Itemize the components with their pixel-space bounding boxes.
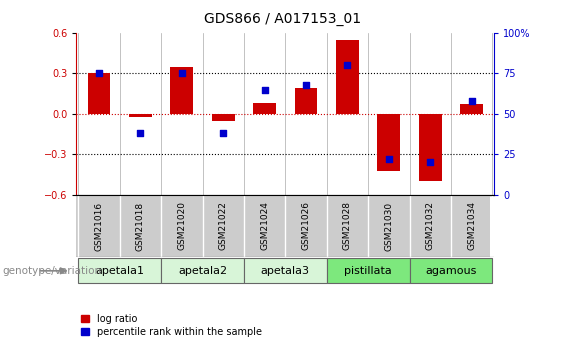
Text: agamous: agamous bbox=[425, 266, 477, 276]
Point bbox=[136, 130, 145, 136]
Text: GSM21032: GSM21032 bbox=[425, 201, 434, 250]
Bar bbox=[129, 114, 152, 117]
Bar bbox=[79, 258, 161, 283]
Text: GSM21022: GSM21022 bbox=[219, 201, 228, 250]
Point bbox=[384, 157, 393, 162]
Bar bbox=[161, 258, 244, 283]
Bar bbox=[244, 258, 327, 283]
Bar bbox=[410, 258, 492, 283]
Text: GSM21020: GSM21020 bbox=[177, 201, 186, 250]
Text: GSM21034: GSM21034 bbox=[467, 201, 476, 250]
Text: GSM21018: GSM21018 bbox=[136, 201, 145, 250]
Point bbox=[177, 71, 186, 76]
Text: apetala2: apetala2 bbox=[178, 266, 227, 276]
Text: GDS866 / A017153_01: GDS866 / A017153_01 bbox=[204, 12, 361, 26]
Bar bbox=[294, 88, 318, 114]
Text: GSM21030: GSM21030 bbox=[384, 201, 393, 250]
Text: GSM21016: GSM21016 bbox=[94, 201, 103, 250]
Text: GSM21028: GSM21028 bbox=[343, 201, 352, 250]
Bar bbox=[327, 258, 410, 283]
Bar bbox=[336, 40, 359, 114]
Bar bbox=[419, 114, 442, 181]
Bar bbox=[377, 114, 400, 171]
Bar bbox=[253, 103, 276, 114]
Text: apetala1: apetala1 bbox=[95, 266, 144, 276]
Bar bbox=[460, 105, 483, 114]
Bar bbox=[88, 73, 110, 114]
Text: apetala3: apetala3 bbox=[261, 266, 310, 276]
Legend: log ratio, percentile rank within the sample: log ratio, percentile rank within the sa… bbox=[81, 314, 262, 337]
Bar bbox=[212, 114, 234, 121]
Point bbox=[219, 130, 228, 136]
Text: genotype/variation: genotype/variation bbox=[3, 266, 102, 276]
Point bbox=[425, 160, 434, 165]
Text: pistillata: pistillata bbox=[344, 266, 392, 276]
Point bbox=[343, 62, 352, 68]
Point bbox=[94, 71, 103, 76]
Point bbox=[467, 98, 476, 104]
Point bbox=[302, 82, 311, 87]
Point bbox=[260, 87, 269, 92]
Text: GSM21024: GSM21024 bbox=[260, 201, 269, 250]
Text: GSM21026: GSM21026 bbox=[302, 201, 311, 250]
Bar bbox=[171, 67, 193, 114]
